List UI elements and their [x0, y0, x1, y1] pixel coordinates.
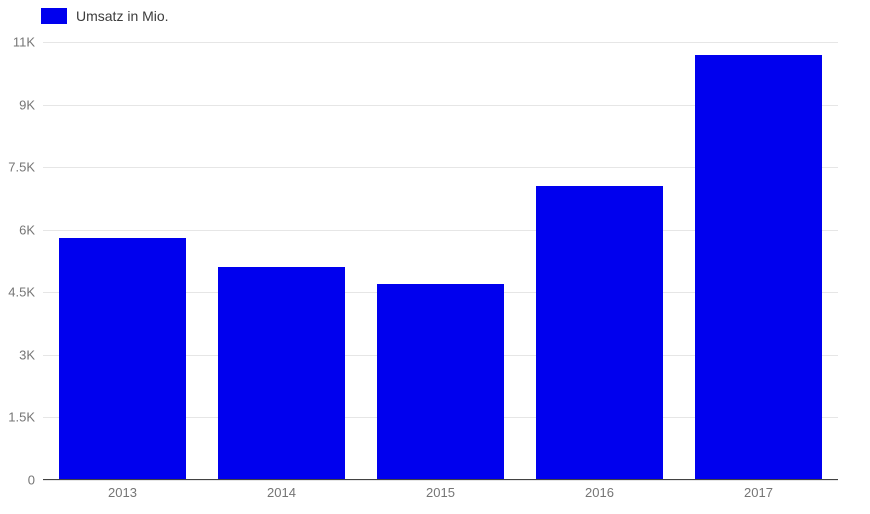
- y-tick-label: 4.5K: [8, 284, 35, 300]
- x-axis-line: [43, 479, 838, 480]
- bar-2017[interactable]: [695, 54, 822, 480]
- gridline: [43, 104, 838, 106]
- y-tick-label: 6K: [19, 222, 35, 238]
- y-tick-label: 11K: [12, 34, 35, 50]
- x-tick-label-2013: 2013: [108, 485, 137, 500]
- bar-2016[interactable]: [536, 185, 663, 480]
- plot-area: 11K 9K 7.5K 6K 4.5K 3K: [8, 35, 838, 500]
- bar-2015[interactable]: [377, 283, 504, 480]
- y-tick-label: 1.5K: [8, 409, 35, 425]
- gridline: [43, 42, 838, 43]
- x-tick-label-2014: 2014: [267, 485, 296, 500]
- legend: Umsatz in Mio.: [41, 8, 169, 24]
- bar-2013[interactable]: [59, 238, 186, 480]
- legend-swatch-icon: [41, 8, 67, 24]
- y-tick-label: 9K: [19, 97, 35, 113]
- gridline: [43, 229, 838, 231]
- bar-2014[interactable]: [218, 267, 345, 480]
- x-tick-label-2017: 2017: [744, 485, 773, 500]
- bars-layer: [43, 42, 838, 480]
- y-tick-label: 0: [27, 472, 35, 488]
- y-tick-label: 3K: [19, 347, 35, 363]
- y-tick-label: 7.5K: [8, 159, 35, 175]
- x-tick-label-2015: 2015: [426, 485, 455, 500]
- gridline: [43, 479, 838, 481]
- gridline: [43, 167, 838, 169]
- legend-label: Umsatz in Mio.: [76, 8, 169, 24]
- x-tick-label-2016: 2016: [585, 485, 614, 500]
